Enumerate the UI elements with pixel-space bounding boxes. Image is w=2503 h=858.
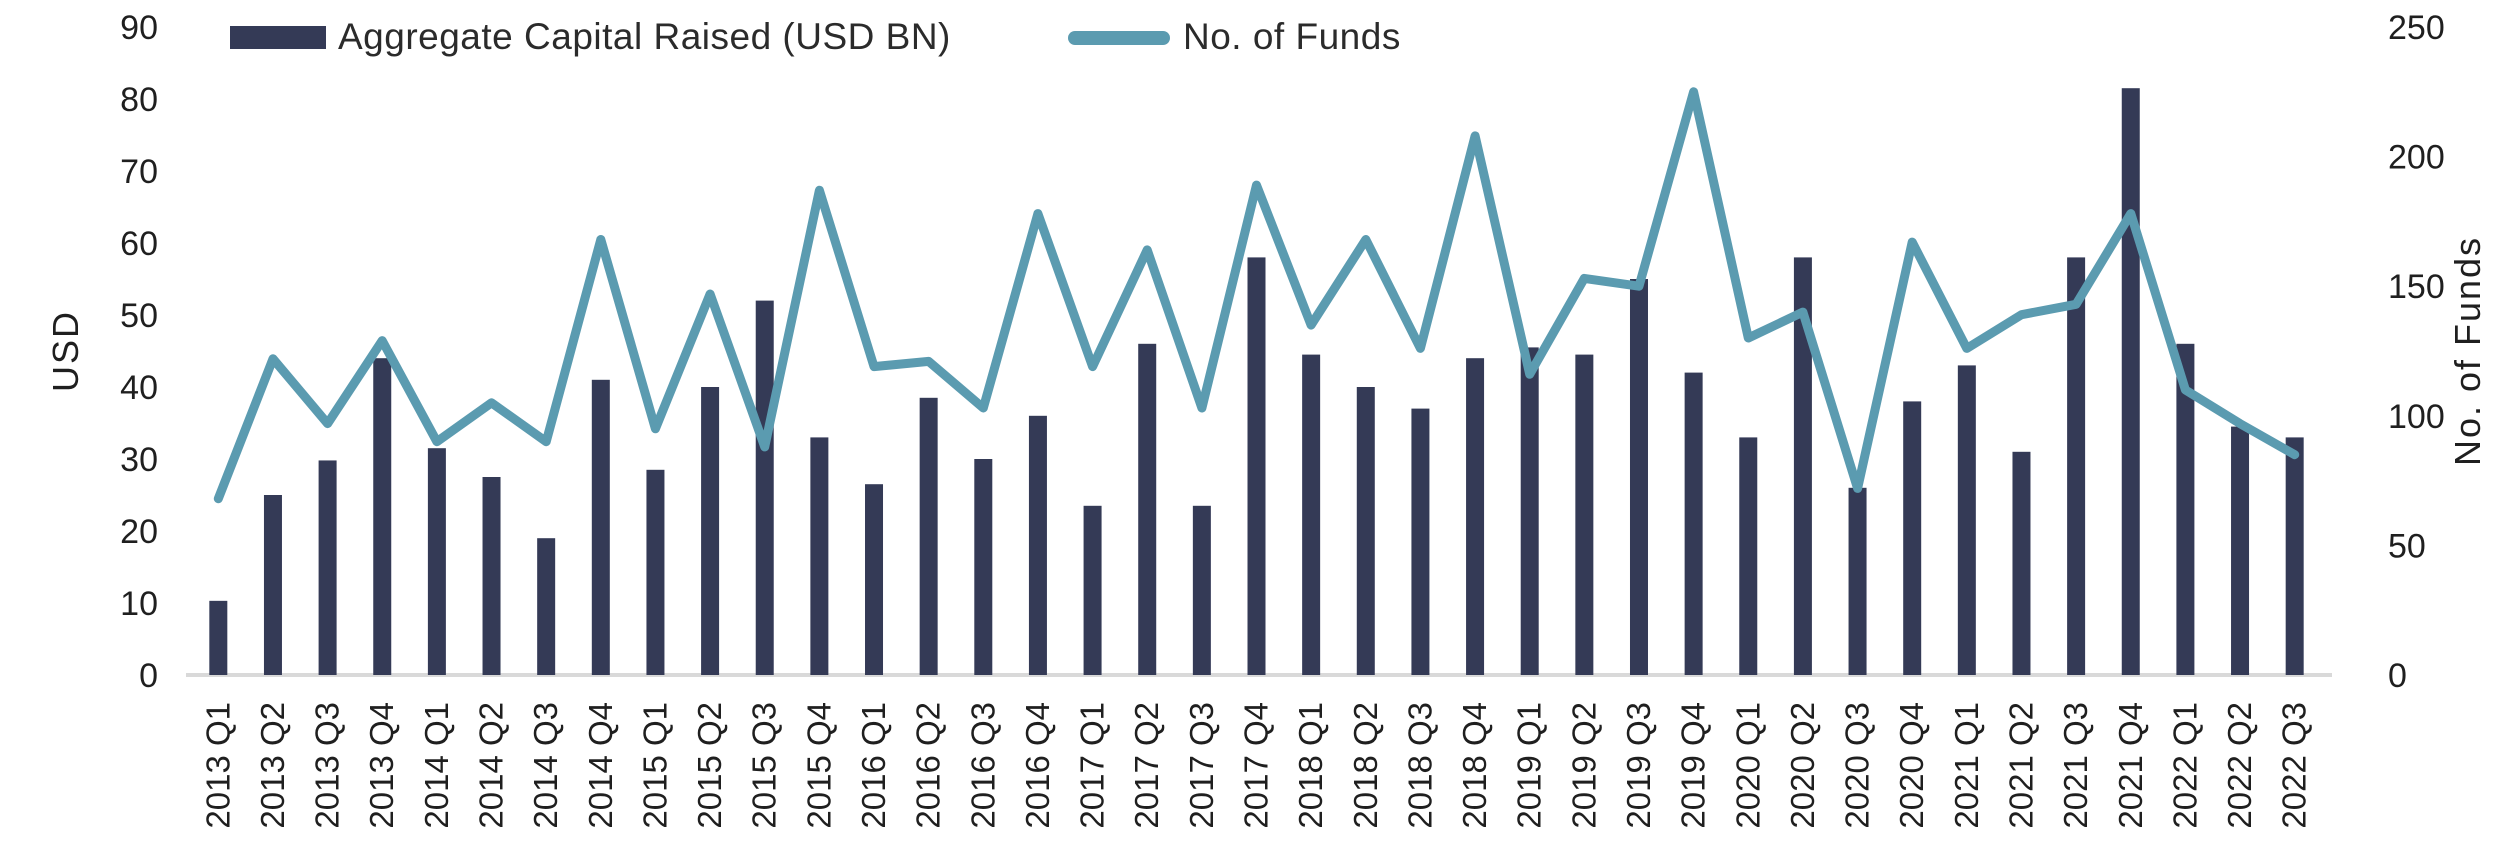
x-axis-tick-label: 2017 Q1: [1074, 702, 1111, 829]
capital-raised-bar: [537, 538, 556, 675]
capital-raised-bar: [1356, 387, 1375, 675]
capital-raised-bar: [701, 387, 720, 675]
capital-raised-bar: [646, 469, 665, 675]
x-axis-tick-label: 2019 Q1: [1511, 702, 1548, 829]
capital-raised-bar: [1629, 279, 1648, 675]
x-axis-tick-label: 2021 Q2: [2002, 702, 2039, 829]
x-axis-tick-label: 2019 Q3: [1620, 702, 1657, 829]
x-axis-tick-label: 2018 Q1: [1292, 702, 1329, 829]
x-axis-tick-label: 2014 Q3: [527, 702, 564, 829]
capital-raised-bar: [2176, 343, 2195, 675]
x-axis-tick-label: 2013 Q3: [309, 702, 346, 829]
capital-raised-bar: [427, 448, 446, 675]
left-axis-tick-label: 0: [139, 657, 158, 695]
right-axis-tick-label: 0: [2388, 657, 2407, 695]
capital-raised-bar: [1302, 354, 1321, 675]
capital-raised-bar: [2121, 88, 2140, 675]
x-axis-tick-label: 2013 Q4: [363, 702, 400, 829]
x-axis-tick-label: 2022 Q1: [2166, 702, 2203, 829]
x-axis-tick-label: 2019 Q2: [1565, 702, 1602, 829]
capital-raised-bar: [263, 495, 282, 675]
capital-raised-bar: [2067, 257, 2086, 675]
x-axis-tick-label: 2022 Q3: [2276, 702, 2313, 829]
x-axis-tick-label: 2017 Q3: [1183, 702, 1220, 829]
x-axis-tick-label: 2017 Q2: [1128, 702, 1165, 829]
x-axis-tick-label: 2020 Q4: [1893, 702, 1930, 829]
capital-raised-bar: [1684, 372, 1703, 675]
capital-raised-bar: [1192, 505, 1211, 675]
capital-raised-bar: [1083, 505, 1102, 675]
capital-raised-bar: [1903, 401, 1922, 675]
x-axis-tick-label: 2020 Q1: [1729, 702, 1766, 829]
capital-raised-bar: [2285, 437, 2304, 675]
right-axis-tick-label: 150: [2388, 268, 2445, 306]
x-axis-tick-label: 2016 Q2: [910, 702, 947, 829]
x-axis-tick-label: 2014 Q1: [418, 702, 455, 829]
left-axis-tick-label: 40: [120, 369, 158, 407]
x-axis-tick-label: 2020 Q3: [1839, 702, 1876, 829]
capital-raised-bar: [1138, 343, 1157, 675]
capital-raised-bar: [1848, 487, 1867, 675]
capital-raised-bar: [1957, 365, 1976, 675]
x-axis-tick-label: 2018 Q2: [1347, 702, 1384, 829]
capital-raised-bar: [1520, 347, 1539, 675]
capital-raised-bar: [591, 379, 610, 675]
right-axis-title: No. of Funds: [2447, 236, 2488, 466]
x-axis-tick-label: 2016 Q4: [1019, 702, 1056, 829]
x-axis-tick-label: 2015 Q2: [691, 702, 728, 829]
left-axis-title: USD: [45, 310, 86, 392]
x-axis-tick-label: 2020 Q2: [1784, 702, 1821, 829]
capital-raised-bar: [2012, 451, 2031, 675]
x-axis-tick-label: 2021 Q4: [2112, 702, 2149, 829]
left-axis-tick-label: 30: [120, 441, 158, 479]
x-axis-tick-label: 2018 Q4: [1456, 702, 1493, 829]
x-axis-tick-label: 2013 Q2: [254, 702, 291, 829]
x-axis-tick-label: 2013 Q1: [199, 702, 236, 829]
left-axis-tick-label: 70: [120, 153, 158, 191]
capital-raised-bar: [209, 600, 228, 675]
x-axis-tick-label: 2016 Q3: [964, 702, 1001, 829]
x-axis-tick-label: 2016 Q1: [855, 702, 892, 829]
capital-raised-bar: [1247, 257, 1266, 675]
capital-raised-bar: [810, 437, 829, 675]
right-axis-tick-label: 250: [2388, 9, 2445, 47]
capital-raised-bar: [482, 477, 501, 675]
capital-raised-bar: [1739, 437, 1758, 675]
capital-raised-bar: [2231, 426, 2250, 675]
capital-raised-bar: [1028, 415, 1047, 675]
no-of-funds-line: [213, 87, 2300, 504]
left-axis-tick-label: 60: [120, 225, 158, 263]
x-axis-tick-label: 2019 Q4: [1675, 702, 1712, 829]
x-axis-tick-label: 2022 Q2: [2221, 702, 2258, 829]
x-axis-tick-label: 2021 Q3: [2057, 702, 2094, 829]
x-axis-tick-label: 2017 Q4: [1238, 702, 1275, 829]
capital-raised-bar: [1466, 358, 1485, 675]
capital-raised-bar: [373, 358, 392, 675]
capital-raised-bar: [974, 459, 993, 675]
left-axis-tick-label: 10: [120, 585, 158, 623]
capital-raised-bar: [1793, 257, 1812, 675]
capital-raised-bar: [919, 397, 938, 675]
capital-raised-bar: [755, 300, 774, 675]
right-axis-tick-label: 200: [2388, 139, 2445, 177]
left-axis-tick-label: 80: [120, 81, 158, 119]
x-axis-tick-label: 2015 Q1: [636, 702, 673, 829]
left-axis-tick-label: 50: [120, 297, 158, 335]
x-axis-tick-label: 2014 Q2: [473, 702, 510, 829]
capital-raised-bar: [865, 484, 884, 675]
left-axis-tick-label: 20: [120, 513, 158, 551]
x-axis-tick-label: 2015 Q3: [746, 702, 783, 829]
capital-raised-bar: [1411, 408, 1430, 675]
x-axis-tick-label: 2014 Q4: [582, 702, 619, 829]
x-axis-tick-label: 2021 Q1: [1948, 702, 1985, 829]
left-axis-tick-label: 90: [120, 9, 158, 47]
capital-raised-bar: [318, 460, 337, 675]
capital-raised-bar: [1575, 354, 1594, 675]
right-axis-tick-label: 50: [2388, 527, 2426, 565]
right-axis-tick-label: 100: [2388, 398, 2445, 436]
x-axis-tick-label: 2018 Q3: [1401, 702, 1438, 829]
x-axis-tick-label: 2015 Q4: [800, 702, 837, 829]
